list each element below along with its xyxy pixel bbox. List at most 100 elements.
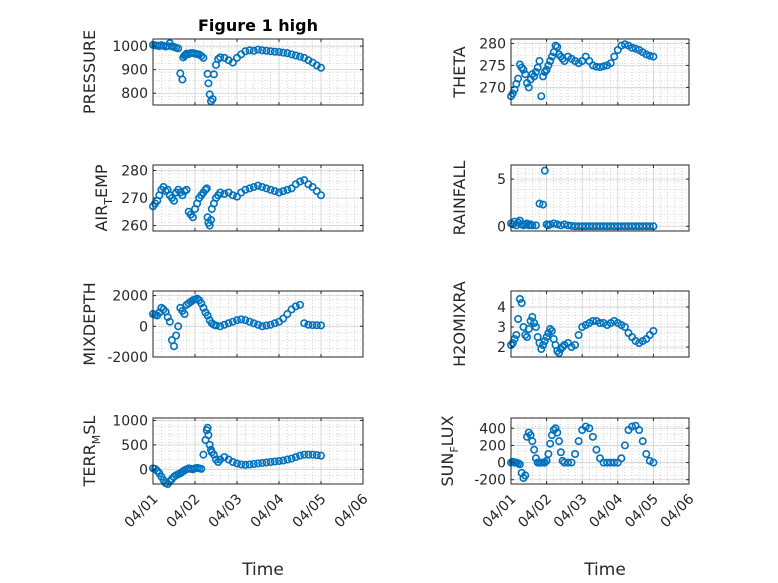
data-point [241,47,250,56]
data-point [262,321,271,330]
y-tick-label: 0 [497,219,506,235]
y-axis-label: H2OMIXRA [450,281,469,367]
data-point [555,348,564,357]
data-point [300,450,309,459]
data-point [295,300,304,309]
y-axis-label: MIXDEPTH [80,282,99,365]
x-axis-label: Time [241,560,284,580]
data-point [304,450,313,459]
x-tick-label: 04/03 [551,491,591,531]
data-point [528,437,537,446]
x-tick-label: 04/06 [658,491,698,531]
data-point [308,321,317,330]
data-point [266,47,275,56]
data-point [521,330,530,339]
data-point [571,449,580,458]
data-point [197,51,206,60]
data-point [515,294,524,303]
data-point [254,181,263,190]
data-point [574,437,583,446]
data-point [245,460,254,469]
series-rainfall [506,166,658,231]
data-point [178,75,187,84]
y-tick-label: 1000 [112,413,148,429]
data-point [266,457,275,466]
data-point [233,316,242,325]
data-point [151,464,160,473]
data-point [515,460,524,469]
data-point [291,302,300,311]
data-point [546,56,555,65]
data-point [549,219,558,228]
data-point [531,68,540,77]
grid [152,418,364,484]
data-point [514,314,523,323]
data-point [216,322,225,331]
data-point [199,53,208,62]
y-tick-label: 0 [139,462,148,478]
subplot-rainfall: 0 5 RAINFALL [450,161,690,235]
subplot-theta: 270 275 280 THETA [450,36,690,106]
y-tick-label: 400 [479,421,506,437]
data-point [517,298,526,307]
y-label-main: H2OMIXRA [450,281,469,367]
data-point [592,445,601,454]
data-point [216,188,225,197]
subplot-h2omixra: 2 3 4 H2OMIXRA [450,281,690,367]
y-label-subscript: F [448,446,461,452]
y-tick-label: 2000 [112,289,148,305]
y-tick-label: 800 [121,86,148,102]
data-point [567,458,576,467]
y-label-main: PRESSURE [80,30,99,114]
data-point [528,221,537,230]
x-tick-label: 04/05 [622,491,662,531]
y-tick-label: 0 [497,456,506,472]
y-tick-label: 200 [479,438,506,454]
data-point [262,184,271,193]
data-point [199,450,208,459]
y-tick-label: 275 [479,58,506,74]
data-point [553,428,562,437]
data-point [170,196,179,205]
x-tick-label: 04/01 [480,491,520,531]
data-point [283,49,292,58]
y-tick-label: 1000 [112,39,148,55]
y-label-main: MIXDEPTH [80,282,99,365]
data-point [551,424,560,433]
data-point [649,458,658,467]
series-air_temp [149,176,325,230]
data-point [628,422,637,431]
data-point [228,191,237,200]
y-label-subscript: M [90,435,103,445]
data-point [170,342,179,351]
subplot-pressure: 800 900 1000 PRESSURE Figure 1 high [80,16,364,114]
data-point [542,65,551,74]
y-tick-label: 3 [497,320,506,336]
data-point [249,459,258,468]
data-point [304,320,313,329]
axes-box [152,290,364,358]
data-point [531,221,540,230]
data-point [523,332,532,341]
y-tick-label: 270 [479,80,506,96]
y-tick-label: -200 [474,473,506,489]
data-point [642,50,651,59]
y-axis-label: SUNFLUX [438,415,461,486]
data-point [645,222,654,231]
data-point [233,192,242,201]
data-point [228,58,237,67]
data-point [537,344,546,353]
series-sun_flux [506,421,658,482]
data-point [521,471,530,480]
data-point [546,324,555,333]
y-tick-label: -2000 [107,350,148,366]
data-point [180,310,189,319]
data-point [585,424,594,433]
data-point [316,63,325,72]
data-point [209,70,218,79]
data-point [588,316,597,325]
data-point [300,176,309,185]
data-point [279,456,288,465]
data-point [312,187,321,196]
